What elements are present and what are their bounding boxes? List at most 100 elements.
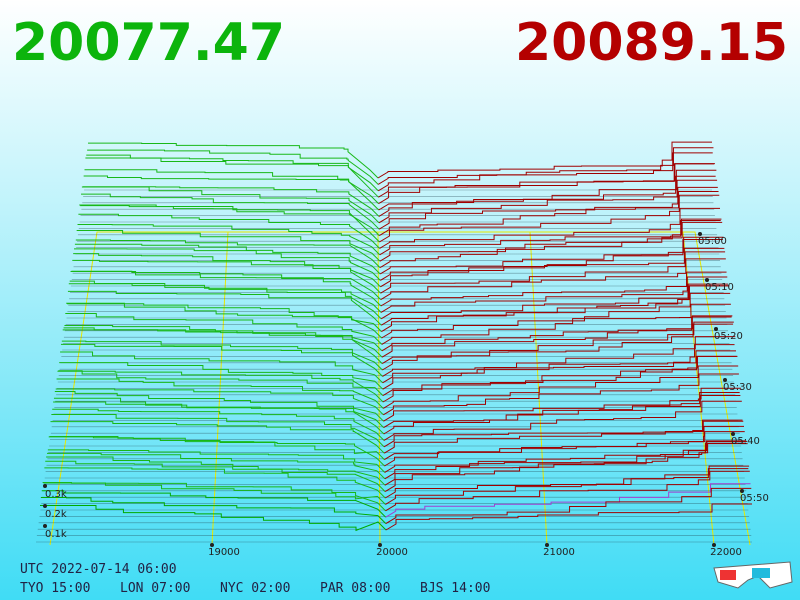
tick-dot <box>731 432 735 436</box>
bid-line <box>60 351 384 384</box>
ask-line <box>380 276 728 313</box>
ask-line <box>383 395 741 429</box>
ask-line <box>381 303 731 345</box>
bid-line <box>40 497 387 524</box>
ask-line <box>378 186 718 230</box>
bid-line <box>40 504 387 532</box>
ask-line <box>385 468 749 499</box>
bid-line <box>53 401 385 435</box>
city-time: NYC 02:00 <box>220 581 290 596</box>
tick-dot <box>714 327 718 331</box>
ask-line <box>385 483 751 518</box>
ask-line <box>379 221 723 269</box>
bid-line <box>88 142 379 179</box>
bid-line <box>58 370 384 396</box>
ask-line <box>384 440 747 486</box>
tick-dot <box>43 524 47 528</box>
ask-line <box>378 163 715 205</box>
bid-line <box>44 467 386 499</box>
bid-line <box>46 452 386 480</box>
city-time: LON 07:00 <box>120 581 190 596</box>
tick-dot <box>43 504 47 508</box>
ask-line <box>379 191 719 237</box>
bid-line <box>49 435 385 460</box>
ask-line <box>381 285 729 326</box>
ask-line <box>379 194 720 243</box>
ask-line <box>381 316 732 352</box>
bid-line <box>59 362 384 390</box>
ask-line <box>383 419 743 448</box>
ask-price: 20089.15 <box>515 13 788 73</box>
utc-time: UTC 2022-07-14 06:00 <box>20 562 177 577</box>
ask-line <box>384 440 747 480</box>
ask-line <box>383 387 742 435</box>
bid-line <box>55 388 384 416</box>
ask-line <box>380 271 727 307</box>
bid-line <box>52 408 385 441</box>
time-tick-label: 05:00 <box>698 236 727 247</box>
ask-line <box>385 470 750 512</box>
ask-line <box>382 321 734 371</box>
ask-line <box>383 391 740 422</box>
bid-line <box>57 370 384 403</box>
bid-price: 20077.47 <box>12 13 285 73</box>
ask-line <box>381 323 734 365</box>
ask-line <box>384 431 745 467</box>
ask-line <box>383 400 742 441</box>
bid-line <box>77 224 381 256</box>
bid-line <box>74 243 381 275</box>
bid-line <box>51 414 385 448</box>
ask-line <box>382 344 735 377</box>
bid-line <box>46 456 386 486</box>
ask-line <box>381 292 731 339</box>
bid-line <box>82 186 380 217</box>
tick-dot <box>712 543 716 547</box>
bid-line <box>53 397 385 428</box>
price-tick-label: 22000 <box>710 547 742 558</box>
bid-line <box>87 149 379 185</box>
ask-line <box>380 247 725 288</box>
ask-line <box>380 251 726 294</box>
bid-line <box>74 248 381 281</box>
ask-line <box>377 152 713 185</box>
ask-line <box>377 141 712 179</box>
ask-line <box>378 169 717 217</box>
bid-line <box>66 302 382 339</box>
bid-line <box>75 239 381 268</box>
tick-dot <box>698 232 702 236</box>
city-time: TYO 15:00 <box>20 581 90 596</box>
price-tick-label: 21000 <box>543 547 575 558</box>
ask-line <box>379 238 723 275</box>
ask-line <box>379 207 720 249</box>
bid-line <box>48 436 385 467</box>
ask-line <box>378 147 714 192</box>
tick-dot <box>43 484 47 488</box>
ask-line <box>378 179 718 224</box>
time-tick-label: 05:40 <box>731 436 760 447</box>
ask-line <box>382 355 738 403</box>
depth-tick-label: 0.1k <box>45 529 67 540</box>
ask-line <box>385 503 752 531</box>
time-tick-label: 05:50 <box>740 493 769 504</box>
tick-dot <box>545 543 549 547</box>
ask-line <box>385 487 752 525</box>
ask-line <box>380 236 724 281</box>
bid-line <box>45 460 386 492</box>
ask-line <box>382 350 736 390</box>
time-tick-label: 05:20 <box>714 331 743 342</box>
bid-line <box>67 290 382 326</box>
bid-line <box>79 204 380 243</box>
bid-line <box>76 230 381 262</box>
depth-lines <box>36 141 752 547</box>
bid-line <box>43 482 386 505</box>
ask-line <box>380 258 726 301</box>
ask-line <box>382 365 739 409</box>
city-time: PAR 08:00 <box>320 581 390 596</box>
tick-dot <box>740 489 744 493</box>
bid-line <box>50 421 385 454</box>
ask-line <box>381 315 733 358</box>
bid-line <box>54 390 384 422</box>
time-tick-label: 05:30 <box>723 382 752 393</box>
depth-tick-label: 0.3k <box>45 489 67 500</box>
